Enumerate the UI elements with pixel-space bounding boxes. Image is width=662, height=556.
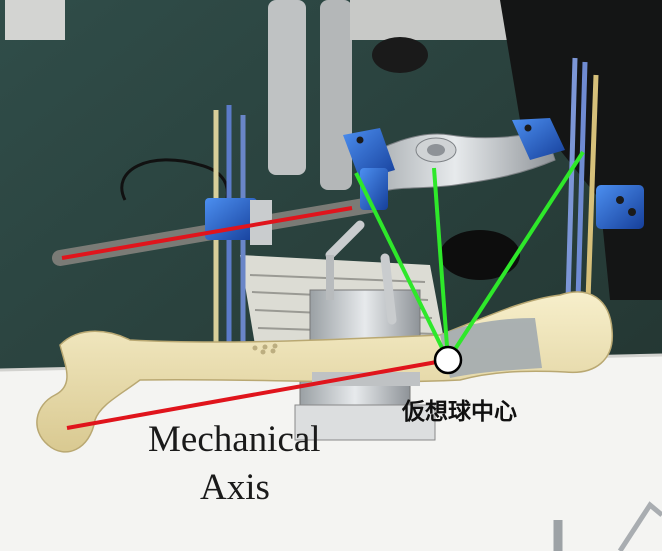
blue-joint-left — [343, 128, 395, 180]
bolt — [628, 208, 636, 216]
guide-line-right — [446, 150, 585, 362]
chair-panel — [5, 0, 65, 40]
mechanical-axis-line — [66, 358, 449, 430]
guide-line-center — [432, 167, 450, 361]
chair-leg-left — [268, 0, 306, 175]
clamp-foot — [294, 404, 436, 441]
bolt — [616, 196, 624, 204]
blue-block-right — [596, 185, 644, 229]
guide-line-left — [354, 172, 450, 361]
mechanical-axis-label-line2: Axis — [200, 467, 270, 508]
clamp-pin-1 — [325, 220, 365, 260]
table-surface — [0, 355, 662, 551]
shoe-top — [372, 37, 428, 73]
rod-right-1 — [565, 57, 578, 301]
rod-right-3 — [585, 74, 599, 301]
tool-hex-key — [617, 501, 662, 553]
bone-holes — [252, 343, 278, 355]
rod-right-2 — [575, 61, 588, 301]
bolt — [524, 124, 532, 132]
virtual-sphere-center-marker — [433, 345, 463, 375]
clamp-pin-2 — [380, 253, 397, 325]
virtual-sphere-center-label: 仮想球中心 — [402, 399, 517, 425]
shoe — [440, 230, 520, 280]
bolt — [356, 136, 364, 144]
lower-bar — [312, 372, 420, 386]
mechanical-axis-line-upper — [61, 206, 353, 260]
mechanical-axis-label-line1: Mechanical — [148, 419, 321, 460]
silver-ring-arm — [354, 129, 556, 196]
ring-pivot-hole — [427, 144, 445, 156]
chair-leg-right — [320, 0, 352, 190]
